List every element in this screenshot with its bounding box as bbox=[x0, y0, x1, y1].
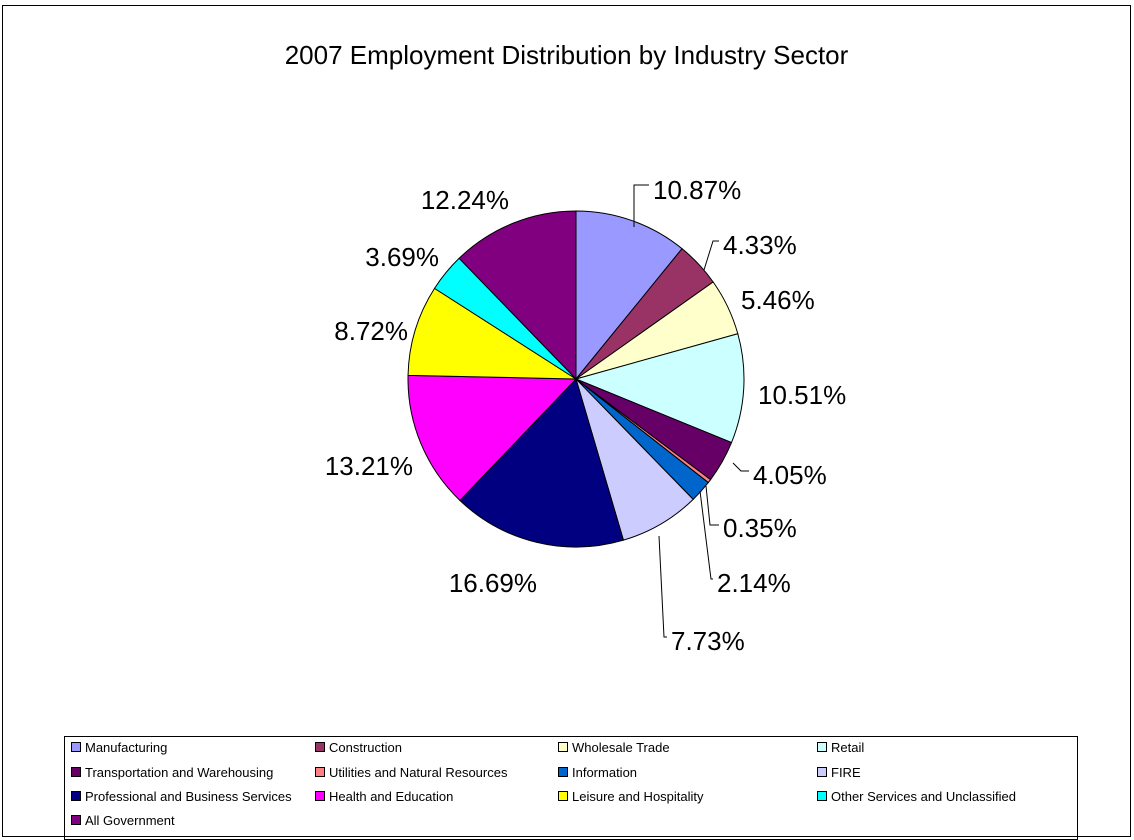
pie-slice-retail bbox=[574, 333, 745, 444]
data-label: 10.51% bbox=[758, 380, 846, 410]
legend-item: Leisure and Hospitality bbox=[558, 788, 704, 804]
data-label: 13.21% bbox=[325, 451, 413, 481]
pie-plot: 10.87% 4.33% 5.46% 10.51% 4.05% 0.35% 2.14% 7.7… bbox=[325, 175, 846, 656]
data-label: 2.14% bbox=[717, 568, 791, 598]
legend-label: Wholesale Trade bbox=[572, 739, 670, 755]
legend-item: All Government bbox=[71, 812, 175, 828]
legend-label: Information bbox=[572, 764, 638, 780]
legend-swatch bbox=[71, 767, 81, 777]
legend-label: FIRE bbox=[831, 764, 861, 780]
legend-label: Leisure and Hospitality bbox=[572, 788, 704, 804]
legend-label: Utilities and Natural Resources bbox=[329, 764, 508, 780]
legend-swatch bbox=[315, 742, 325, 752]
legend-swatch bbox=[558, 791, 568, 801]
legend-swatch bbox=[817, 791, 827, 801]
legend-label: All Government bbox=[85, 812, 175, 828]
data-label: 0.35% bbox=[723, 513, 797, 543]
data-label: 10.87% bbox=[653, 175, 741, 205]
leader-line bbox=[705, 485, 719, 526]
legend-item: Retail bbox=[817, 739, 864, 755]
pie-slice-health-and-education bbox=[407, 374, 578, 502]
legend-swatch bbox=[71, 791, 81, 801]
data-label: 7.73% bbox=[671, 626, 745, 656]
legend-item: Wholesale Trade bbox=[558, 739, 670, 755]
data-label: 4.05% bbox=[753, 460, 827, 490]
legend-swatch bbox=[315, 791, 325, 801]
pie-slice-professional-and-business-services bbox=[459, 378, 625, 548]
chart-area: 2007 Employment Distribution by Industry… bbox=[2, 5, 1131, 840]
pie-slice-leisure-and-hospitality bbox=[407, 287, 578, 380]
legend-item: Construction bbox=[315, 739, 402, 755]
legend-label: Other Services and Unclassified bbox=[831, 788, 1016, 804]
pie-slice-all-government bbox=[458, 210, 577, 381]
leader-line bbox=[633, 184, 649, 227]
pie-slice-manufacturing bbox=[575, 210, 683, 381]
data-label: 4.33% bbox=[723, 230, 797, 260]
data-label: 16.69% bbox=[449, 568, 537, 598]
data-label: 12.24% bbox=[421, 185, 509, 215]
legend-swatch bbox=[817, 742, 827, 752]
legend-swatch bbox=[817, 767, 827, 777]
legend-label: Construction bbox=[329, 739, 402, 755]
legend-swatch bbox=[71, 815, 81, 825]
legend-item: Professional and Business Services bbox=[71, 788, 292, 804]
legend-item: Transportation and Warehousing bbox=[71, 764, 273, 780]
legend-swatch bbox=[71, 742, 81, 752]
legend-swatch bbox=[558, 767, 568, 777]
legend-item: Utilities and Natural Resources bbox=[315, 764, 507, 780]
legend-label: Professional and Business Services bbox=[85, 788, 292, 804]
data-label: 3.69% bbox=[365, 242, 439, 272]
leader-line bbox=[699, 490, 713, 580]
leader-line bbox=[732, 462, 749, 472]
legend-label: Retail bbox=[831, 739, 865, 755]
leader-line bbox=[703, 240, 719, 271]
data-label: 5.46% bbox=[741, 285, 815, 315]
legend-label: Health and Education bbox=[329, 788, 454, 804]
data-label: 8.72% bbox=[334, 316, 408, 346]
legend-swatch bbox=[558, 742, 568, 752]
legend-item: FIRE bbox=[817, 764, 861, 780]
legend-label: Manufacturing bbox=[85, 739, 168, 755]
legend-item: Information bbox=[558, 764, 637, 780]
legend-label: Transportation and Warehousing bbox=[85, 764, 274, 780]
legend-item: Other Services and Unclassified bbox=[817, 788, 1016, 804]
legend-swatch bbox=[315, 767, 325, 777]
legend-item: Health and Education bbox=[315, 788, 453, 804]
leader-line bbox=[658, 535, 667, 638]
chart-title: 2007 Employment Distribution by Industry… bbox=[284, 40, 849, 70]
legend: Manufacturing Construction Wholesale Trade… bbox=[64, 736, 1078, 840]
legend-item: Manufacturing bbox=[71, 739, 167, 755]
